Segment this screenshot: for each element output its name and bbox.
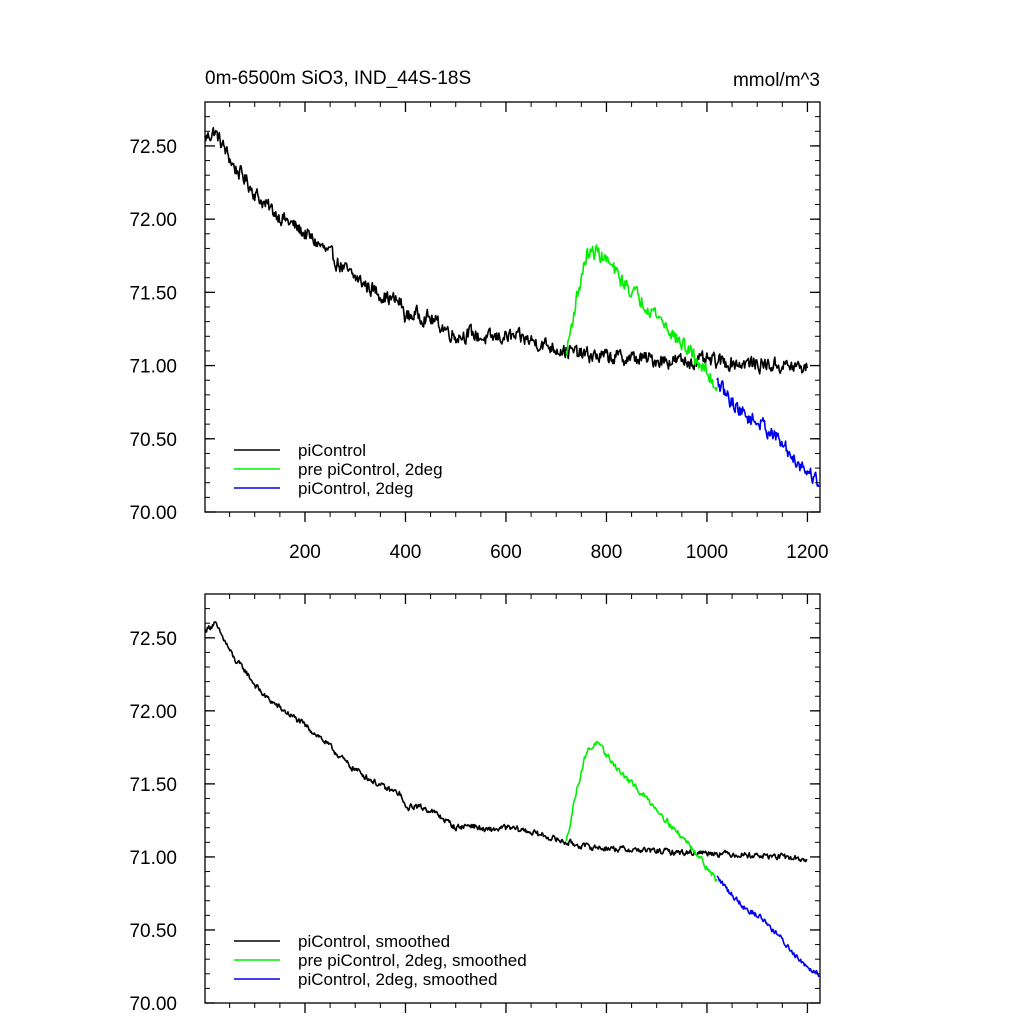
units-label: mmol/m^3	[733, 70, 820, 91]
y-tick-label: 71.50	[129, 775, 177, 796]
series-line-3	[716, 875, 820, 978]
series-line-1	[204, 127, 808, 375]
chart-title: 0m-6500m SiO3, IND_44S-18S	[205, 68, 471, 89]
x-tick-label: 600	[490, 542, 522, 563]
series-line-2	[565, 244, 718, 392]
series-line-3	[716, 377, 820, 488]
axes: 70.00 70.50 71.00 71.50 72.00 72.50 200 400 600 8…	[129, 101, 829, 563]
legend-label-2: pre piControl, 2deg	[298, 460, 443, 479]
y-tick-label: 70.50	[129, 430, 177, 451]
series-lines	[204, 621, 820, 978]
y-tick-label: 72.50	[129, 137, 177, 158]
series-lines	[204, 127, 820, 488]
y-tick-label: 71.00	[129, 848, 177, 869]
legend-label-1: piControl, smoothed	[298, 932, 450, 951]
x-tick-label: 1200	[786, 542, 828, 563]
y-tick-label: 70.00	[129, 503, 177, 524]
y-tick-label: 70.00	[129, 994, 177, 1015]
bottom-panel: 70.00 70.50 71.00 71.50 72.00 72.50 piControl…	[129, 593, 821, 1015]
x-tick-label: 800	[591, 542, 623, 563]
top-panel: 0m-6500m SiO3, IND_44S-18S mmol/m^3 70.0…	[129, 68, 828, 563]
x-tick-label: 400	[390, 542, 422, 563]
y-tick-label: 72.00	[129, 702, 177, 723]
y-tick-label: 71.00	[129, 357, 177, 378]
legend-label-1: piControl	[298, 441, 366, 460]
legend-label-3: piControl, 2deg	[298, 479, 413, 498]
y-tick-label: 70.50	[129, 921, 177, 942]
series-line-2	[565, 740, 718, 882]
legend-label-3: piControl, 2deg, smoothed	[298, 970, 497, 989]
series-line-1	[204, 621, 808, 863]
y-tick-label: 72.00	[129, 210, 177, 231]
legend-label-2: pre piControl, 2deg, smoothed	[298, 951, 527, 970]
axes: 70.00 70.50 71.00 71.50 72.00 72.50	[129, 593, 821, 1015]
y-tick-label: 71.50	[129, 283, 177, 304]
x-tick-label: 200	[289, 542, 321, 563]
x-tick-label: 1000	[686, 542, 728, 563]
y-tick-label: 72.50	[129, 629, 177, 650]
